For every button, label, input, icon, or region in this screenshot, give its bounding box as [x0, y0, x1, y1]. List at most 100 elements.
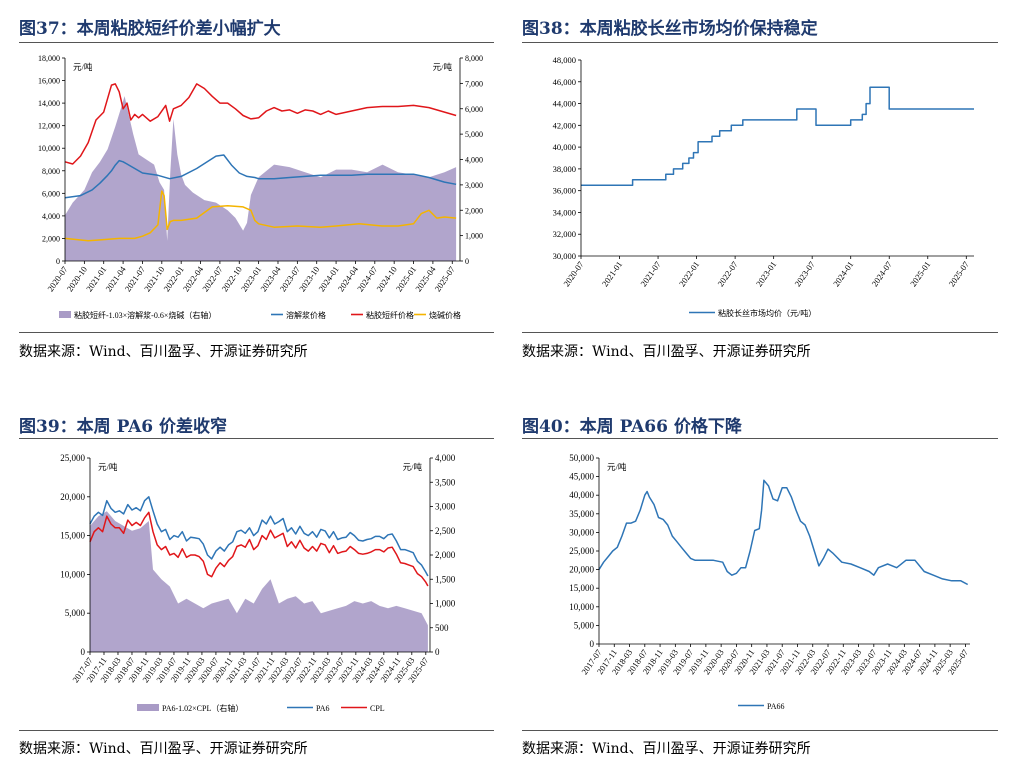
y-tick-label: 40,000 — [569, 490, 594, 500]
x-tick-label: 2025-07 — [946, 259, 970, 288]
series-area-0 — [90, 511, 428, 652]
x-tick-label: 2025-01 — [908, 259, 932, 288]
legend-label: PA6 — [316, 704, 330, 713]
y2-tick-label: 8,000 — [465, 54, 483, 63]
source-note: 数据来源：Wind、百川盈孚、开源证券研究所 — [19, 344, 308, 360]
x-tick-label: 2024-07 — [869, 259, 893, 288]
y-tick-label: 25,000 — [569, 546, 594, 556]
y-tick-label: 5,000 — [574, 620, 595, 630]
panel-fig39: 图39：本周 PA6 价差收窄 0 5,000 10,000 15,000 20,000… — [19, 400, 504, 769]
y2-tick-label: 3,000 — [435, 502, 456, 512]
y-unit-label: 元/吨 — [607, 462, 627, 472]
y-tick-label: 10,000 — [60, 569, 85, 579]
y-tick-label: 44,000 — [553, 99, 576, 109]
y2-tick-label: 3,000 — [465, 181, 483, 190]
chart-fig40: 0 5,000 10,000 15,000 20,000 25,000 30,000 35,0… — [569, 453, 970, 711]
x-tick-label: 2025-07 — [432, 264, 456, 293]
source-note: 数据来源：Wind、百川盈孚、开源证券研究所 — [19, 741, 308, 757]
y-tick-label: 20,000 — [569, 565, 594, 575]
y2-tick-label: 4,000 — [465, 156, 483, 165]
y-tick-label: 35,000 — [569, 509, 594, 519]
y-tick-label: 0 — [590, 639, 595, 649]
x-tick-label: 2021-01 — [600, 259, 624, 288]
y2-tick-label: 3,500 — [435, 477, 456, 487]
y2-unit-label: 元/吨 — [403, 462, 423, 472]
panel-title: 图37：本周粘胶短纤价差小幅扩大 — [19, 19, 281, 39]
y2-tick-label: 7,000 — [465, 79, 483, 88]
title-rule — [19, 438, 494, 439]
y2-tick-label: 1,000 — [465, 232, 483, 241]
title-rule — [522, 438, 998, 439]
x-tick-label: 2021-07 — [638, 259, 662, 288]
source-rule — [19, 332, 494, 333]
y2-tick-label: 2,000 — [465, 206, 483, 215]
panel-title: 图40：本周 PA66 价格下降 — [522, 417, 742, 437]
y-tick-label: 0 — [81, 647, 86, 657]
x-tick-label: 2022-01 — [677, 259, 701, 288]
legend-label: 烧碱价格 — [429, 310, 461, 320]
x-tick-label: 2022-07 — [715, 259, 739, 288]
y-tick-label: 14,000 — [38, 99, 60, 108]
y2-tick-label: 2,500 — [435, 526, 456, 536]
y-tick-label: 8,000 — [42, 167, 60, 176]
y-tick-label: 32,000 — [553, 229, 576, 239]
chart-fig39: 0 5,000 10,000 15,000 20,000 25,000 0 500 1,000 1… — [60, 453, 456, 713]
series-line-0 — [598, 479, 969, 586]
series-line-1 — [64, 154, 457, 199]
series-line-2 — [64, 83, 457, 165]
source-note: 数据来源：Wind、百川盈孚、开源证券研究所 — [522, 741, 811, 757]
x-tick-label: 2024-01 — [831, 259, 855, 288]
y-tick-label: 25,000 — [60, 453, 85, 463]
y-tick-label: 34,000 — [553, 207, 576, 217]
y-unit-label: 元/吨 — [98, 462, 118, 472]
series-line-0 — [581, 86, 974, 186]
y2-tick-label: 1,500 — [435, 574, 456, 584]
legend-label: 粘胶短纤价格 — [366, 310, 414, 320]
y-tick-label: 10,000 — [38, 144, 60, 153]
y2-unit-label: 元/吨 — [433, 62, 453, 72]
y2-tick-label: 1,000 — [435, 599, 456, 609]
legend-label: 溶解浆价格 — [286, 310, 326, 320]
panel-fig38: 图38：本周粘胶长丝市场均价保持稳定 30,000 32,000 34,000 36,… — [522, 0, 1007, 380]
x-tick-label: 2023-07 — [792, 259, 816, 288]
y-tick-label: 50,000 — [569, 453, 594, 463]
legend-label: PA6-1.02×CPL（右轴） — [162, 703, 243, 713]
y-tick-label: 40,000 — [553, 142, 576, 152]
y-tick-label: 46,000 — [553, 77, 576, 87]
y-tick-label: 20,000 — [60, 492, 85, 502]
title-rule — [19, 42, 494, 43]
y2-tick-label: 4,000 — [435, 453, 456, 463]
y-tick-label: 30,000 — [553, 251, 576, 261]
y-tick-label: 2,000 — [42, 234, 60, 243]
source-note: 数据来源：Wind、百川盈孚、开源证券研究所 — [522, 344, 811, 360]
chart-fig38: 30,000 32,000 34,000 36,000 38,000 40,000 42,0… — [553, 55, 974, 318]
y-tick-label: 30,000 — [569, 527, 594, 537]
y-tick-label: 5,000 — [65, 608, 86, 618]
panel-title: 图38：本周粘胶长丝市场均价保持稳定 — [522, 19, 818, 39]
y-tick-label: 15,000 — [60, 531, 85, 541]
y-tick-label: 0 — [56, 257, 60, 266]
source-rule — [522, 730, 998, 731]
series-line-1 — [89, 496, 429, 577]
y-tick-label: 10,000 — [569, 602, 594, 612]
y-tick-label: 42,000 — [553, 120, 576, 130]
y2-tick-label: 0 — [435, 647, 440, 657]
y-tick-label: 45,000 — [569, 472, 594, 482]
series-line-2 — [89, 511, 429, 587]
y-tick-label: 16,000 — [38, 77, 60, 86]
legend-swatch — [137, 704, 159, 711]
series-line-3 — [64, 190, 457, 242]
y-tick-label: 6,000 — [42, 189, 60, 198]
panel-fig40: 图40：本周 PA66 价格下降 0 5,000 10,000 15,000 20,00… — [522, 400, 1007, 769]
panel-fig37: 图37：本周粘胶短纤价差小幅扩大 0 2,000 4,000 6,000 8,000 10… — [19, 0, 504, 380]
source-rule — [522, 332, 998, 333]
panel-title: 图39：本周 PA6 价差收窄 — [19, 417, 228, 437]
y-tick-label: 36,000 — [553, 186, 576, 196]
y-tick-label: 48,000 — [553, 55, 576, 65]
y-tick-label: 15,000 — [569, 583, 594, 593]
y2-tick-label: 500 — [435, 623, 449, 633]
legend-label: 粘胶短纤-1.03×溶解浆-0.6×烧碱（右轴） — [74, 310, 216, 320]
chart-fig37: 0 2,000 4,000 6,000 8,000 10,000 12,000 14,000 1… — [38, 54, 483, 320]
title-rule — [522, 42, 998, 43]
legend-swatch — [59, 311, 71, 318]
